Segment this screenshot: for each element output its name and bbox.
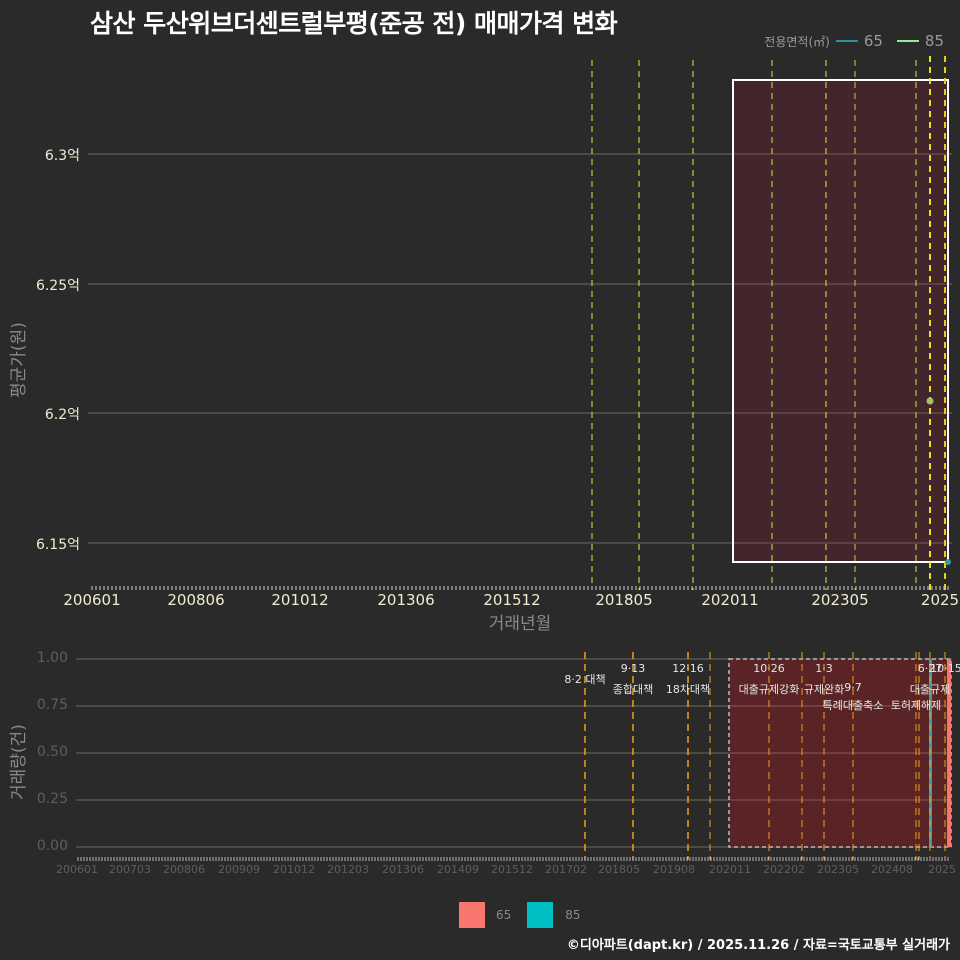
price-x-minor-ticks — [91, 586, 949, 590]
volume-policy-lines — [584, 652, 946, 860]
point-85 — [926, 397, 934, 405]
legend-swatch-85 — [896, 40, 919, 42]
x-tick: 200909 — [218, 863, 260, 876]
legend-swatch-85 — [527, 902, 554, 928]
x-tick: 201908 — [653, 863, 695, 876]
policy-annotation: 8·2 대책 — [564, 673, 606, 686]
policy-annotation: 1·3 — [815, 662, 833, 675]
y-axis-title-price: 평균가(원) — [9, 322, 29, 398]
y-tick-0.00: 0.00 — [36, 838, 68, 854]
x-tick: 202305 — [811, 591, 869, 609]
legend-label-65: 65 — [496, 908, 512, 922]
y-tick-6.2: 6.2억 — [44, 407, 80, 423]
legend-swatch-65 — [835, 40, 858, 42]
x-tick: 202011 — [701, 591, 759, 609]
x-tick: 200601 — [56, 863, 98, 876]
x-tick: 201203 — [327, 863, 369, 876]
x-tick: 201512 — [483, 591, 541, 609]
x-tick: 201306 — [377, 591, 435, 609]
x-tick: 200703 — [109, 863, 151, 876]
policy-annotation: 대출규제 — [909, 683, 951, 696]
legend-label-65: 65 — [863, 32, 883, 50]
y-tick-6.15: 6.15억 — [35, 537, 80, 553]
x-tick: 200601 — [63, 591, 121, 609]
x-tick: 2025 — [920, 591, 960, 609]
y-tick-6.3: 6.3억 — [44, 148, 80, 164]
chart-title: 삼산 두산위브더센트럴부평(준공 전) 매매가격 변화 — [90, 9, 618, 38]
policy-annotation: 6·27 — [917, 662, 943, 675]
policy-annotation: 9·7 — [844, 681, 862, 694]
x-axis-title: 거래년월 — [488, 614, 552, 634]
policy-annotation: 종합대책 — [612, 683, 654, 696]
policy-annotation: 특례대출축소 — [822, 699, 884, 712]
x-tick: 201512 — [491, 863, 533, 876]
policy-annotation: 10·15 — [930, 662, 960, 675]
y-tick-0.75: 0.75 — [36, 697, 68, 713]
source-caption: ©디아파트(dapt.kr) / 2025.11.26 / 자료=국토교통부 실… — [566, 938, 950, 953]
price-policy-lines — [591, 56, 946, 590]
y-tick-6.25: 6.25억 — [35, 278, 80, 294]
legend-area: 전용면적(㎡) 65 85 — [764, 32, 952, 50]
legend-label-85: 85 — [565, 908, 581, 922]
policy-annotation: 규제완화 — [803, 683, 845, 696]
volume-legend: 65 85 — [459, 902, 581, 928]
x-tick: 202011 — [709, 863, 751, 876]
y-tick-0.25: 0.25 — [36, 791, 68, 807]
y-axis-title-volume: 거래량(건) — [9, 724, 29, 800]
x-tick: 201805 — [598, 863, 640, 876]
policy-annotation: 9·13 — [620, 662, 646, 675]
x-tick: 201306 — [382, 863, 424, 876]
x-tick: 202408 — [871, 863, 913, 876]
policy-annotation: 대출규제강화 — [738, 683, 800, 696]
legend-swatch-65 — [459, 902, 485, 928]
volume-x-minor-ticks — [77, 857, 949, 861]
x-tick: 202202 — [763, 863, 805, 876]
policy-annotation: 18차대책 — [665, 683, 711, 696]
x-tick: 2025 — [928, 863, 956, 876]
policy-annotation: 12·16 — [672, 662, 704, 675]
x-tick: 201805 — [595, 591, 653, 609]
x-tick: 200806 — [167, 591, 225, 609]
x-tick: 201012 — [271, 591, 329, 609]
x-tick: 201012 — [273, 863, 315, 876]
x-tick: 201409 — [437, 863, 479, 876]
point-65 — [945, 559, 951, 565]
legend-label-85: 85 — [924, 32, 944, 50]
policy-annotation: 10·26 — [753, 662, 785, 675]
y-tick-0.50: 0.50 — [36, 744, 68, 760]
policy-annotation: 토허제해제 — [890, 699, 942, 712]
y-tick-1.00: 1.00 — [36, 650, 68, 666]
price-highlight-rect — [732, 79, 949, 563]
x-tick: 201702 — [545, 863, 587, 876]
legend-title: 전용면적(㎡) — [764, 34, 830, 49]
x-tick: 200806 — [163, 863, 205, 876]
x-tick: 202305 — [817, 863, 859, 876]
bar-65 — [947, 659, 951, 847]
